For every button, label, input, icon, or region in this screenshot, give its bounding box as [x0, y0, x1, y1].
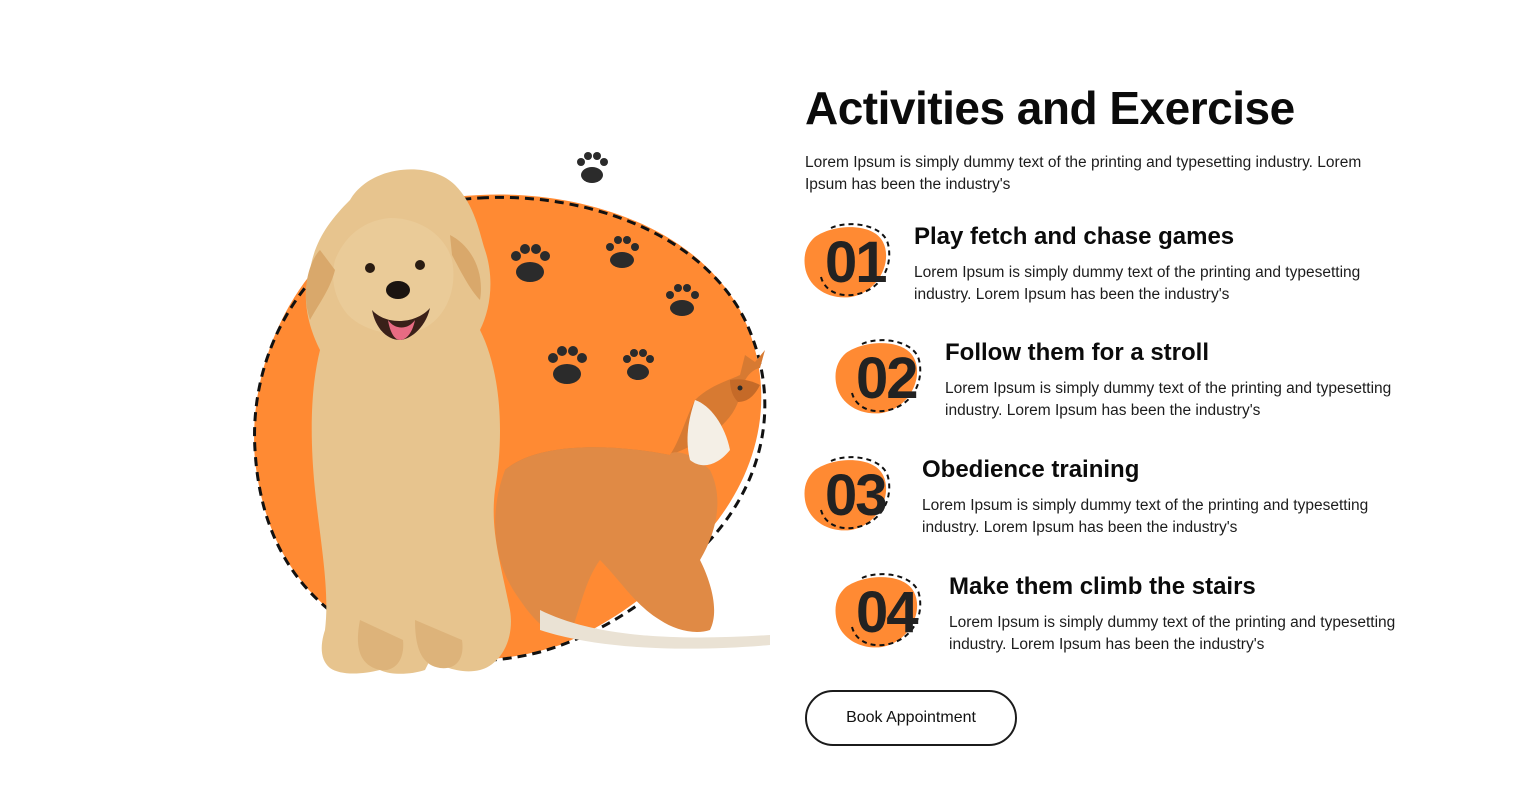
step-number-badge: 03: [803, 455, 903, 535]
cat-figure: [495, 350, 770, 649]
step-title: Follow them for a stroll: [945, 339, 1210, 366]
step-item-4: 04 Make them climb the stairs Lorem Ipsu…: [834, 572, 1434, 672]
section-intro: Lorem Ipsum is simply dummy text of the …: [805, 154, 1362, 193]
step-text: Play fetch and chase games Lorem Ipsum i…: [914, 222, 1394, 306]
step-number-badge: 04: [834, 572, 934, 652]
step-description: Lorem Ipsum is simply dummy text of the …: [945, 380, 1392, 419]
pet-illustration: [240, 140, 780, 700]
step-text: Obedience training Lorem Ipsum is simply…: [922, 455, 1402, 539]
step-title: Play fetch and chase games: [914, 223, 1235, 250]
step-description: Lorem Ipsum is simply dummy text of the …: [922, 497, 1369, 536]
step-item-2: 02 Follow them for a stroll Lorem Ipsum …: [834, 338, 1434, 438]
step-title: Make them climb the stairs: [949, 573, 1256, 600]
step-item-3: 03 Obedience training Lorem Ipsum is sim…: [803, 455, 1403, 555]
paw-icon: [511, 152, 699, 384]
step-number-badge: 02: [834, 338, 934, 418]
step-title: Obedience training: [922, 456, 1140, 483]
step-number: 02: [856, 346, 918, 411]
step-text: Make them climb the stairs Lorem Ipsum i…: [949, 572, 1429, 656]
step-number-badge: 01: [803, 222, 903, 302]
book-appointment-button[interactable]: Book Appointment: [805, 690, 1017, 746]
section-headline: Activities and Exercise: [805, 82, 1295, 134]
dog-and-cat-illustration: [253, 152, 770, 674]
dog-figure: [305, 169, 511, 674]
step-number: 03: [825, 463, 887, 528]
step-number: 01: [825, 230, 887, 295]
step-item-1: 01 Play fetch and chase games Lorem Ipsu…: [803, 222, 1403, 322]
step-text: Follow them for a stroll Lorem Ipsum is …: [945, 338, 1425, 422]
activities-content: Activities and Exercise Lorem Ipsum is s…: [805, 78, 1445, 196]
step-number: 04: [856, 580, 918, 645]
step-description: Lorem Ipsum is simply dummy text of the …: [949, 614, 1396, 653]
step-description: Lorem Ipsum is simply dummy text of the …: [914, 264, 1361, 303]
